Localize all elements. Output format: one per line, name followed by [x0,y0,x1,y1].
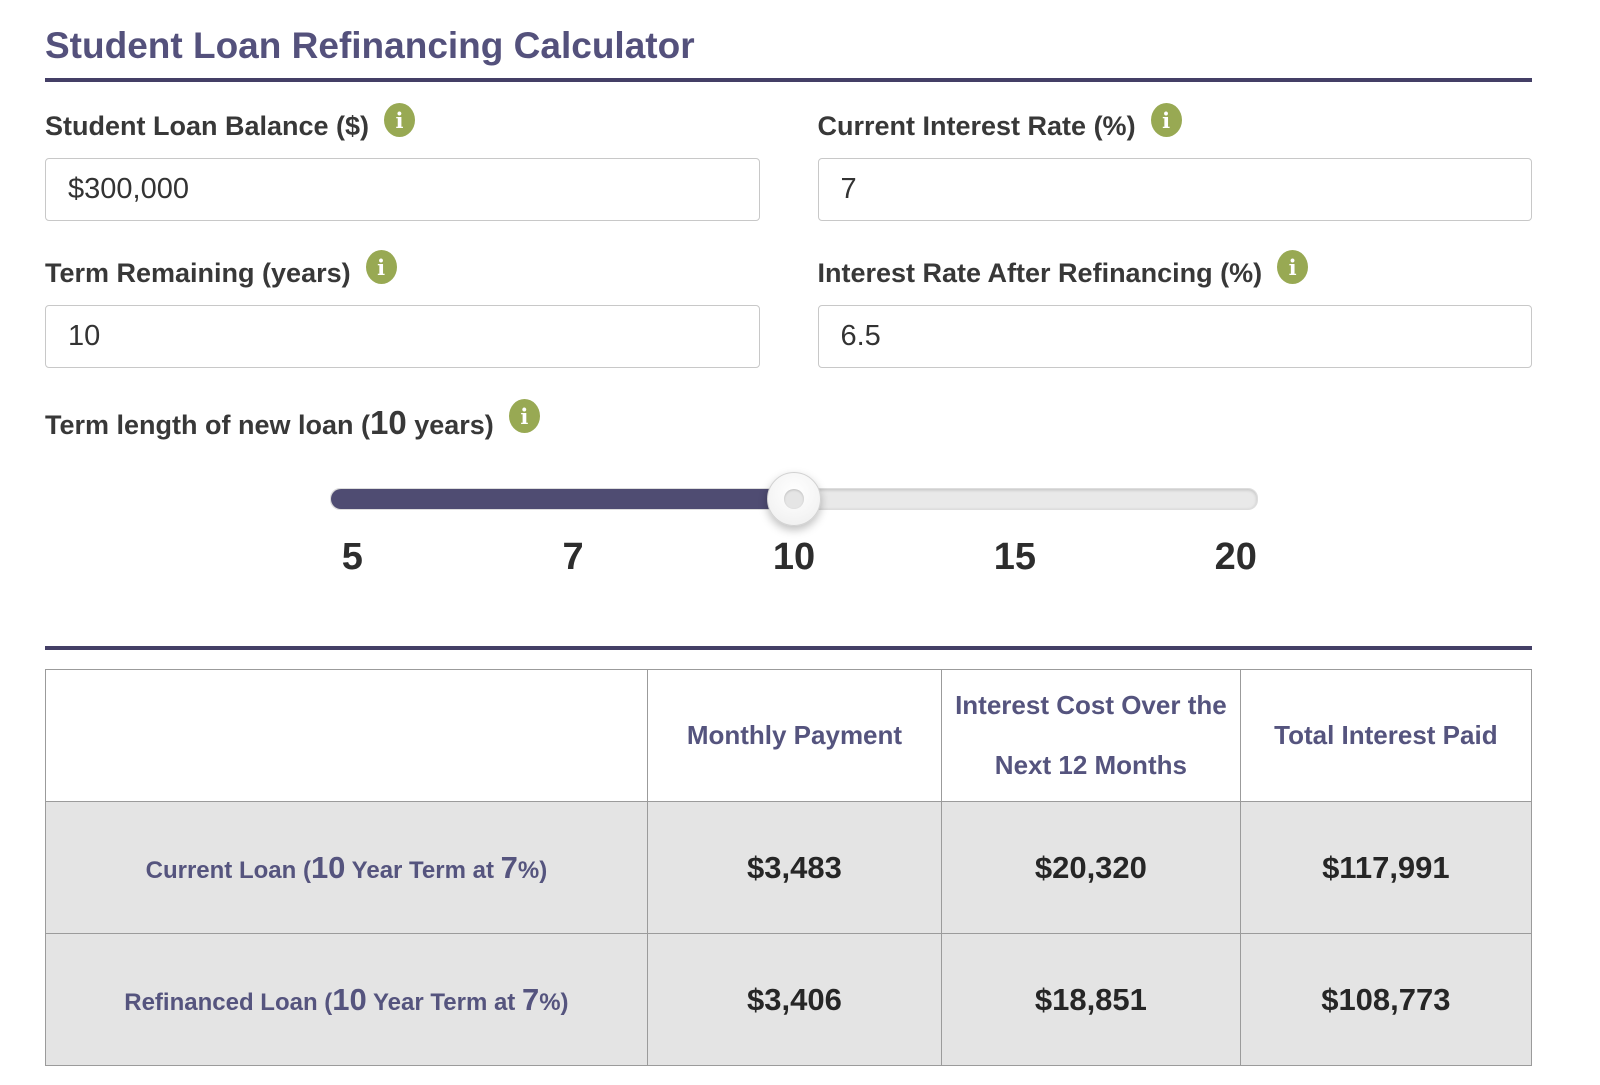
table-row-refinanced-loan: Refinanced Loan (10 Year Term at 7%) $3,… [45,933,1533,1066]
tick-label-20: 20 [1214,536,1257,578]
info-icon[interactable]: i [365,250,397,284]
refinanced-loan-total-interest: $108,773 [1239,933,1533,1066]
page-title: Student Loan Refinancing Calculator [45,25,695,66]
refinanced-rate-input[interactable] [817,305,1532,368]
calculator-form: Student Loan Balance ($) i Current Inter… [45,103,1533,404]
tick-label-15: 15 [993,536,1036,578]
current-loan-label-cell: Current Loan (10 Year Term at 7%) [45,801,648,934]
field-refinanced-rate: Interest Rate After Refinancing (%) i [817,250,1533,368]
refinanced-loan-label: Refinanced Loan (10 Year Term at 7%) [124,981,569,1017]
tick-label-10: 10 [772,536,816,578]
info-icon-glyph: i [377,254,386,280]
header-empty-cell [45,669,648,802]
info-icon[interactable]: i [1277,250,1309,284]
refinanced-loan-monthly-payment: $3,406 [646,933,943,1066]
slider-tick-labels: 5 7 10 15 20 [330,536,1258,586]
balance-label-row: Student Loan Balance ($) i [45,103,760,144]
term-length-label: Term length of new loan (10 years) [45,404,494,441]
header-total-interest-paid: Total Interest Paid [1239,669,1533,802]
results-header-row: Monthly Payment Interest Cost Over the N… [45,669,1533,802]
slider-handle[interactable] [767,472,821,526]
info-icon[interactable]: i [508,399,540,433]
term-length-label-row: Term length of new loan (10 years) i [45,399,1532,442]
info-icon-glyph: i [1162,107,1171,133]
header-monthly-payment: Monthly Payment [646,669,943,802]
header-interest-cost-12mo: Interest Cost Over the Next 12 Months [941,669,1241,802]
info-icon[interactable]: i [1150,103,1182,137]
current-rate-label-row: Current Interest Rate (%) i [817,103,1533,144]
refinanced-rate-label: Interest Rate After Refinancing (%) [817,258,1263,288]
refinanced-rate-label-row: Interest Rate After Refinancing (%) i [817,250,1533,291]
term-length-slider-area: 5 7 10 15 20 [330,472,1258,586]
field-student-loan-balance: Student Loan Balance ($) i [45,103,760,221]
tick-label-7: 7 [562,536,584,578]
current-rate-label: Current Interest Rate (%) [817,111,1136,141]
term-remaining-label-row: Term Remaining (years) i [45,250,760,291]
slider-handle-dot [784,489,804,509]
current-loan-monthly-payment: $3,483 [646,801,943,934]
info-icon-glyph: i [1288,254,1297,280]
tick-label-5: 5 [341,536,363,578]
term-remaining-input[interactable] [45,305,760,368]
current-loan-interest-12mo: $20,320 [941,801,1241,934]
info-icon-glyph: i [395,107,404,133]
term-remaining-label: Term Remaining (years) [45,258,351,288]
balance-label: Student Loan Balance ($) [45,111,370,141]
current-loan-total-interest: $117,991 [1239,801,1533,934]
refinanced-loan-label-cell: Refinanced Loan (10 Year Term at 7%) [45,933,648,1066]
section-divider [45,646,1532,650]
term-length-value: 10 [370,404,407,441]
field-term-remaining: Term Remaining (years) i [45,250,760,368]
field-current-interest-rate: Current Interest Rate (%) i [817,103,1533,221]
current-rate-input[interactable] [817,158,1532,221]
table-row-current-loan: Current Loan (10 Year Term at 7%) $3,483… [45,801,1533,934]
results-table: Monthly Payment Interest Cost Over the N… [45,669,1533,1066]
info-icon[interactable]: i [384,103,416,137]
term-length-slider-track[interactable] [330,472,1258,526]
title-block: Student Loan Refinancing Calculator [45,0,1532,82]
refinanced-loan-interest-12mo: $18,851 [941,933,1241,1066]
slider-fill [331,489,794,509]
current-loan-label: Current Loan (10 Year Term at 7%) [145,849,548,885]
balance-input[interactable] [45,158,760,221]
info-icon-glyph: i [520,403,529,429]
